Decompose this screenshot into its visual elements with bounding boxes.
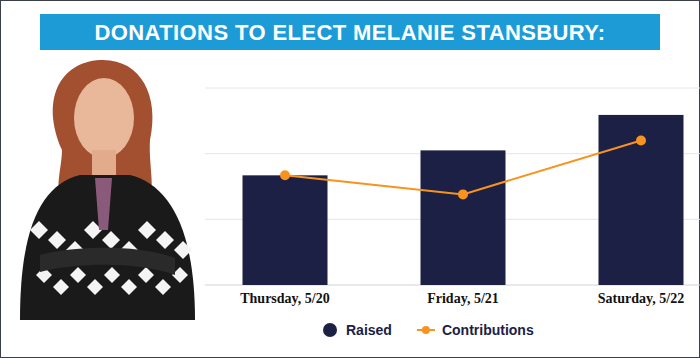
portrait-shirt <box>95 178 112 230</box>
x-tick-label: Friday, 5/21 <box>427 291 499 306</box>
chart: DONATIONS TO ELECT MELANIE STANSBURY: Thu… <box>0 0 700 358</box>
portrait-pattern <box>121 279 137 295</box>
portrait-pattern <box>102 231 120 249</box>
portrait-pattern <box>138 267 154 283</box>
portrait-pattern <box>48 231 66 249</box>
portrait-pattern <box>104 267 120 283</box>
portrait-pattern <box>138 221 156 239</box>
x-tick-label: Saturday, 5/22 <box>598 291 684 306</box>
legend-swatch <box>422 326 430 334</box>
portrait-arms <box>40 248 175 275</box>
bar <box>599 115 684 285</box>
portrait-pattern <box>156 231 174 249</box>
frame <box>1 1 700 358</box>
bar <box>421 150 506 285</box>
portrait-pattern <box>53 279 69 295</box>
portrait-pattern <box>70 267 86 283</box>
portrait-pattern <box>87 279 103 295</box>
title-banner <box>40 14 660 50</box>
legend-swatch <box>323 323 337 337</box>
portrait <box>20 60 195 320</box>
portrait-pattern <box>174 241 192 259</box>
line-marker <box>636 136 646 146</box>
line <box>285 141 641 195</box>
portrait-face <box>74 78 134 158</box>
x-tick-label: Thursday, 5/20 <box>240 291 329 306</box>
legend-label: Contributions <box>442 322 534 338</box>
bar <box>243 175 328 285</box>
title: DONATIONS TO ELECT MELANIE STANSBURY: <box>94 20 605 45</box>
legend: Raised Contributions <box>323 322 534 338</box>
grid-line <box>205 88 700 89</box>
line-marker <box>280 170 290 180</box>
legend-label: Raised <box>346 322 392 338</box>
line-marker <box>458 189 468 199</box>
portrait-jacket <box>20 175 195 320</box>
portrait-pattern <box>30 221 48 239</box>
portrait-pattern <box>155 279 171 295</box>
plot-area <box>243 115 684 285</box>
